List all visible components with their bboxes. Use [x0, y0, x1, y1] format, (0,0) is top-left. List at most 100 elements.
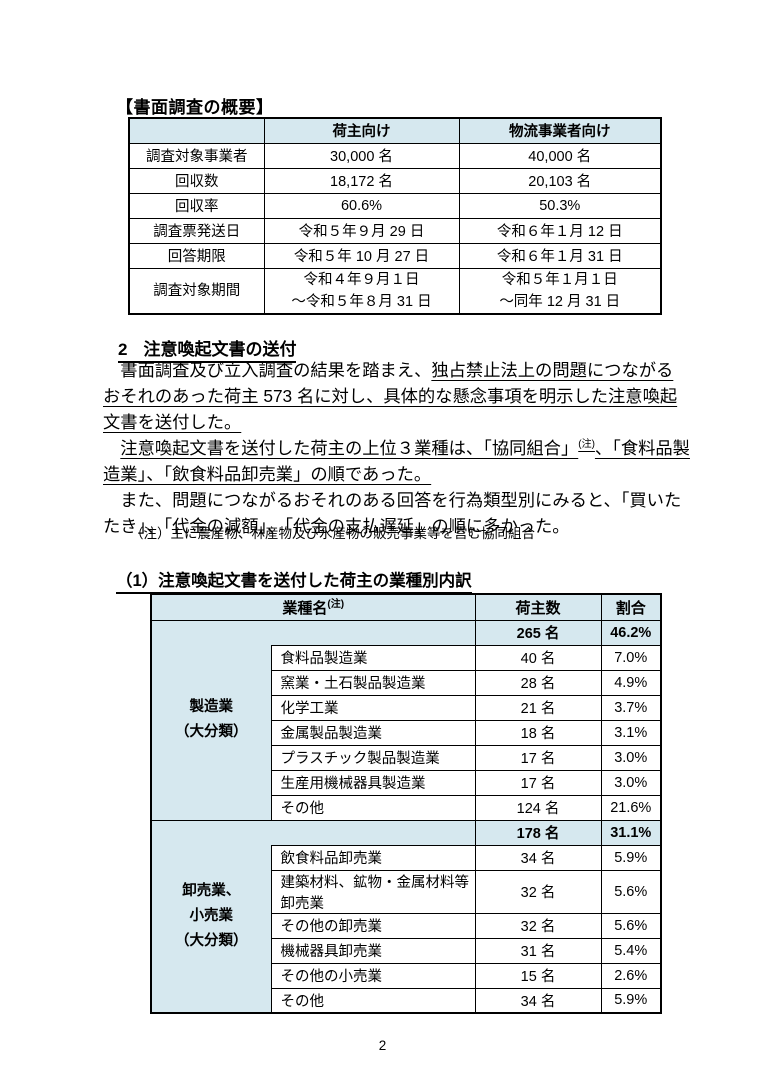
page-number: 2 — [378, 1038, 387, 1053]
row-label: 回収率 — [128, 192, 265, 219]
shipper-count: 28 名 — [474, 669, 602, 696]
paragraph-line: 書面調査及び立入調査の結果を踏まえ、独占禁止法上の問題につながる — [103, 360, 674, 380]
col-header-industry: 業種名(注) — [150, 593, 476, 621]
row-label: 調査票発送日 — [128, 217, 265, 244]
shipper-count: 32 名 — [474, 912, 602, 939]
industry-name: 機械器具卸売業 — [270, 937, 476, 964]
industry-name: その他の卸売業 — [270, 912, 476, 939]
section-title: 注意喚起文書の送付 — [143, 340, 297, 359]
section-heading: 2 注意喚起文書の送付 — [118, 335, 297, 363]
table-row: 飲食料品卸売業 34 名 5.9% — [151, 844, 662, 871]
share-percent: 5.9% — [600, 987, 662, 1014]
blank-cell — [271, 819, 476, 846]
industry-name: 建築材料、鉱物・金属材料等卸売業 — [270, 869, 476, 914]
group-label-line: 小売業 — [189, 907, 234, 924]
row-label: 回答期限 — [128, 242, 265, 269]
survey-overview-title: 【書面調査の概要】 — [116, 98, 274, 117]
industry-name: 金属製品製造業 — [270, 719, 476, 746]
paragraph-line: おそれのあった荷主 573 名に対し、具体的な懸念事項を明示した注意喚起 — [103, 386, 678, 406]
industry-name: プラスチック製品製造業 — [270, 744, 476, 771]
group-label-manufacturing: 製造業 （大分類） — [150, 619, 271, 821]
group-label-line: 製造業 — [189, 699, 234, 716]
note-reference: (注) — [578, 439, 595, 451]
paragraph-line: たき」、「代金の減額」、「代金の支払遅延」の順に多かった。 — [103, 516, 570, 536]
table-row: 回収数 18,172 名 20,103 名 — [128, 167, 662, 194]
period-line-2: ～令和５年８月 31 日 — [291, 293, 432, 310]
shipper-count: 17 名 — [474, 744, 602, 771]
share-percent: 3.1% — [600, 719, 662, 746]
row-label: 調査対象事業者 — [128, 142, 265, 169]
share-percent: 21.6% — [600, 794, 662, 821]
group-total-count: 265 名 — [474, 619, 602, 646]
cell-value: 50.3% — [458, 192, 662, 219]
table-row: 回答期限 令和５年 10 月 27 日 令和６年１月 31 日 — [128, 242, 662, 269]
share-percent: 5.4% — [600, 937, 662, 964]
group-label-line: （大分類） — [175, 932, 248, 949]
industry-name: その他 — [270, 794, 476, 821]
industry-name: 化学工業 — [270, 694, 476, 721]
col-header-count: 荷主数 — [474, 593, 602, 621]
share-percent: 5.6% — [600, 912, 662, 939]
shipper-count: 31 名 — [474, 937, 602, 964]
note-text: （注）主に農産物、林産物及び水産物の販売事業等を営む協同組合 — [130, 526, 535, 541]
paragraph-line: また、問題につながるおそれのある回答を行為類型別にみると、「買いた — [103, 490, 682, 510]
paragraph-line: 注意喚起文書を送付した荷主の上位３業種は、「協同組合」(注)、「食料品製 — [120, 438, 690, 458]
share-percent: 2.6% — [600, 962, 662, 989]
paragraph-line: 文書を送付した。 — [103, 412, 242, 432]
period-line-2: ～同年 12 月 31 日 — [499, 293, 621, 310]
industry-name: その他 — [270, 987, 476, 1014]
industry-name: その他の小売業 — [270, 962, 476, 989]
section-number: 2 — [118, 340, 128, 359]
paragraph-line: 造業」、「飲食料品卸売業」の順であった。 — [103, 464, 432, 484]
cell-value: 令和５年 10 月 27 日 — [263, 242, 460, 269]
share-percent: 5.6% — [600, 869, 662, 914]
table-row: その他の小売業 15 名 2.6% — [151, 962, 662, 989]
shipper-count: 18 名 — [474, 719, 602, 746]
table-row: 調査対象事業者 30,000 名 40,000 名 — [128, 142, 662, 169]
cell-value: 60.6% — [263, 192, 460, 219]
table-row: 回収率 60.6% 50.3% — [128, 192, 662, 219]
share-percent: 3.0% — [600, 744, 662, 771]
period-line-1: 令和５年１月１日 — [501, 271, 618, 288]
table-row: 建築材料、鉱物・金属材料等卸売業 32 名 5.6% — [151, 869, 662, 914]
cell-value: 令和６年１月 12 日 — [458, 217, 662, 244]
breakdown-heading: （1）注意喚起文書を送付した荷主の業種別内訳 — [116, 567, 472, 594]
shipper-count: 34 名 — [474, 987, 602, 1014]
shipper-count: 32 名 — [474, 869, 602, 914]
shipper-count: 124 名 — [474, 794, 602, 821]
table-row: その他 34 名 5.9% — [151, 987, 662, 1014]
table-header-row: 荷主向け 物流事業者向け — [128, 117, 662, 144]
blank-cell — [271, 619, 476, 646]
industry-name: 生産用機械器具製造業 — [270, 769, 476, 796]
body-text: 書面調査及び立入調査の結果を踏まえ、独占禁止法上の問題につながる おそれのあった… — [103, 357, 703, 539]
shipper-count: 17 名 — [474, 769, 602, 796]
share-percent: 4.9% — [600, 669, 662, 696]
industry-name: 食料品製造業 — [270, 644, 476, 671]
table-row: 調査対象期間 令和４年９月１日 ～令和５年８月 31 日 令和５年１月１日 ～同… — [128, 267, 662, 315]
table-header-row: 業種名(注) 荷主数 割合 — [150, 593, 662, 621]
table-row: 調査票発送日 令和５年９月 29 日 令和６年１月 12 日 — [128, 217, 662, 244]
col-header-share: 割合 — [600, 593, 662, 621]
group-label-line: （大分類） — [175, 724, 248, 740]
share-percent: 7.0% — [600, 644, 662, 671]
shipper-count: 15 名 — [474, 962, 602, 989]
group-total-count: 178 名 — [474, 819, 602, 846]
period-line-1: 令和４年９月１日 — [303, 271, 420, 288]
table-row: 金属製品製造業 18 名 3.1% — [151, 719, 662, 746]
cell-value: 18,172 名 — [263, 167, 460, 194]
group-total-share: 46.2% — [600, 619, 662, 646]
col-header-logistics: 物流事業者向け — [458, 117, 662, 144]
group-total-share: 31.1% — [600, 819, 662, 846]
cell-value: 20,103 名 — [458, 167, 662, 194]
share-percent: 3.7% — [600, 694, 662, 721]
cell-value: 令和４年９月１日 ～令和５年８月 31 日 — [263, 267, 460, 315]
cell-value: 40,000 名 — [458, 142, 662, 169]
cell-value: 30,000 名 — [263, 142, 460, 169]
industry-name: 窯業・土石製品製造業 — [270, 669, 476, 696]
table-row: その他 124 名 21.6% — [151, 794, 662, 821]
row-label: 回収数 — [128, 167, 265, 194]
share-percent: 3.0% — [600, 769, 662, 796]
group-total-row: 製造業 （大分類） 265 名 46.2% — [150, 619, 662, 821]
shipper-count: 34 名 — [474, 844, 602, 871]
